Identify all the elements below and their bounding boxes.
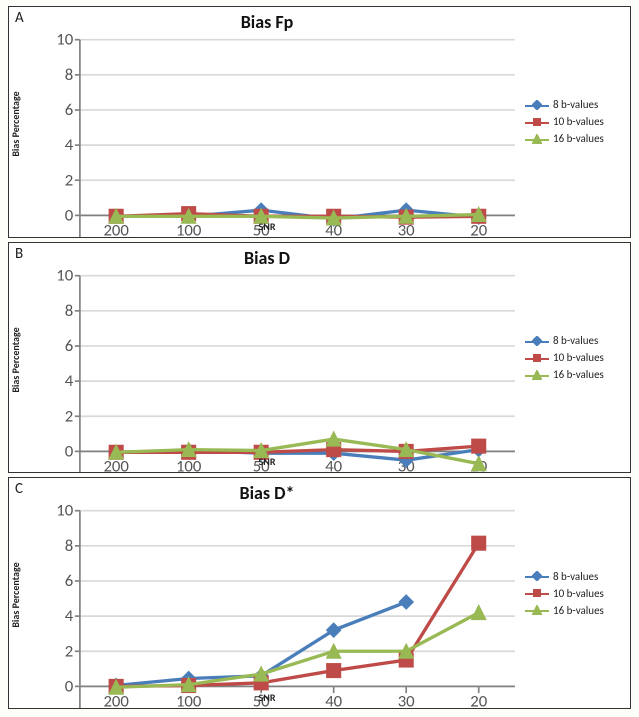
legend-entry-a-0: 8 b-values	[525, 98, 624, 111]
plot-outer-a: Bias Percentage -2024681020010050403020	[9, 33, 525, 237]
legend-label: 10 b-values	[553, 115, 604, 128]
legend-entry-b-1: 10 b-values	[525, 351, 624, 364]
plot-svg-c: -2024681020010050403020	[23, 504, 525, 709]
panel-b: B Bias D Bias Percentage -20246810200100…	[8, 242, 631, 474]
x-axis-label-b: SNR	[9, 455, 525, 468]
svg-text:8: 8	[65, 65, 73, 85]
plot-outer-c: Bias Percentage -2024681020010050403020	[9, 504, 525, 708]
legend-label: 8 b-values	[553, 334, 598, 347]
y-axis-label-b: Bias Percentage	[9, 269, 23, 451]
plot-region-c: -2024681020010050403020	[23, 504, 525, 686]
legend-label: 16 b-values	[553, 368, 604, 381]
legend-b: 8 b-values 10 b-values 16 b-values	[525, 243, 630, 473]
svg-text:10: 10	[56, 33, 73, 50]
x-axis-label-a: SNR	[9, 220, 525, 233]
plot-region-a: -2024681020010050403020	[23, 33, 525, 215]
legend-entry-a-1: 10 b-values	[525, 115, 624, 128]
legend-entry-c-1: 10 b-values	[525, 587, 624, 600]
legend-c: 8 b-values 10 b-values 16 b-values	[525, 478, 630, 708]
legend-a: 8 b-values 10 b-values 16 b-values	[525, 7, 630, 237]
svg-text:8: 8	[65, 536, 73, 556]
panel-letter-b: B	[15, 245, 23, 263]
y-axis-label-a: Bias Percentage	[9, 33, 23, 215]
plot-region-b: -2024681020010050403020	[23, 269, 525, 451]
figure-root: A Bias Fp Bias Percentage -2024681020010…	[0, 0, 639, 717]
svg-text:6: 6	[65, 100, 73, 120]
legend-label: 8 b-values	[553, 570, 598, 583]
svg-text:6: 6	[65, 571, 73, 591]
plot-outer-b: Bias Percentage -2024681020010050403020	[9, 269, 525, 473]
chart-area-a: Bias Fp Bias Percentage -202468102001005…	[9, 7, 525, 237]
svg-text:10: 10	[56, 269, 73, 286]
legend-swatch-icon	[525, 571, 549, 581]
legend-swatch-icon	[525, 100, 549, 110]
legend-swatch-icon	[525, 353, 549, 363]
svg-text:4: 4	[65, 371, 74, 391]
y-axis-label-c: Bias Percentage	[9, 504, 23, 686]
legend-label: 10 b-values	[553, 587, 604, 600]
legend-swatch-icon	[525, 370, 549, 380]
x-axis-label-c: SNR	[9, 691, 525, 704]
legend-entry-c-2: 16 b-values	[525, 604, 624, 617]
legend-label: 16 b-values	[553, 132, 604, 145]
legend-entry-b-0: 8 b-values	[525, 334, 624, 347]
legend-swatch-icon	[525, 605, 549, 615]
panel-letter-a: A	[15, 9, 24, 27]
plot-svg-a: -2024681020010050403020	[23, 33, 525, 238]
legend-entry-a-2: 16 b-values	[525, 132, 624, 145]
svg-text:2: 2	[65, 406, 73, 426]
legend-swatch-icon	[525, 588, 549, 598]
legend-label: 8 b-values	[553, 98, 598, 111]
svg-text:6: 6	[65, 336, 73, 356]
panel-a: A Bias Fp Bias Percentage -2024681020010…	[8, 6, 631, 238]
svg-text:2: 2	[65, 170, 73, 190]
chart-title-b: Bias D	[9, 243, 525, 269]
svg-text:4: 4	[65, 606, 74, 626]
svg-text:4: 4	[65, 135, 74, 155]
legend-label: 10 b-values	[553, 351, 604, 364]
legend-swatch-icon	[525, 336, 549, 346]
legend-swatch-icon	[525, 117, 549, 127]
chart-title-c: Bias D*	[9, 478, 525, 504]
panel-c: C Bias D* Bias Percentage -2024681020010…	[8, 477, 631, 709]
legend-label: 16 b-values	[553, 604, 604, 617]
panel-letter-c: C	[15, 480, 23, 498]
plot-svg-b: -2024681020010050403020	[23, 269, 525, 474]
chart-area-b: Bias D Bias Percentage -2024681020010050…	[9, 243, 525, 473]
svg-text:10: 10	[56, 504, 73, 521]
legend-entry-b-2: 16 b-values	[525, 368, 624, 381]
chart-area-c: Bias D* Bias Percentage -202468102001005…	[9, 478, 525, 708]
chart-title-a: Bias Fp	[9, 7, 525, 33]
svg-text:2: 2	[65, 642, 73, 662]
legend-swatch-icon	[525, 134, 549, 144]
svg-text:8: 8	[65, 301, 73, 321]
legend-entry-c-0: 8 b-values	[525, 570, 624, 583]
